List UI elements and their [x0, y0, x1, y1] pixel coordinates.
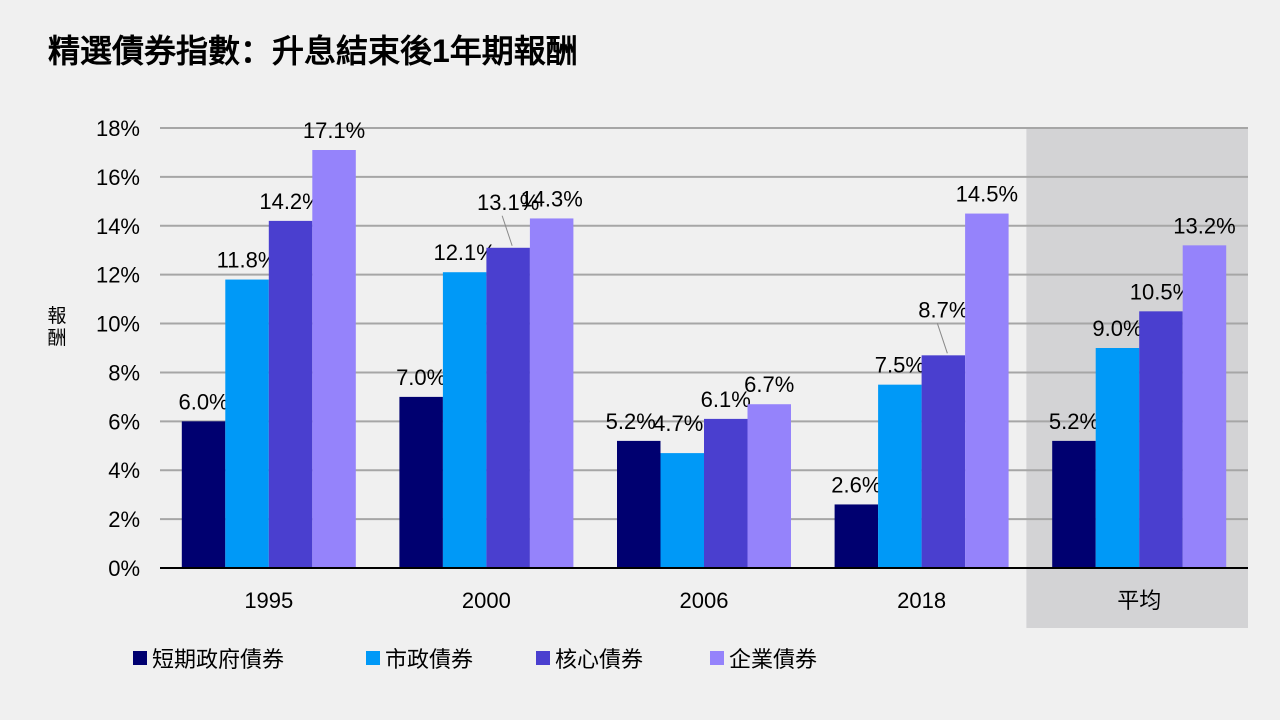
x-tick-label: 2006	[680, 588, 729, 613]
bar	[312, 150, 356, 568]
data-label: 14.5%	[956, 182, 1018, 207]
data-label: 8.7%	[918, 297, 968, 322]
bar	[878, 384, 922, 568]
y-axis-label: 報酬	[47, 306, 67, 349]
y-tick-label: 4%	[108, 458, 140, 483]
legend-swatch	[536, 651, 550, 665]
y-tick-label: 14%	[96, 214, 140, 239]
x-tick-label: 2000	[462, 588, 511, 613]
data-label: 14.2%	[259, 189, 321, 214]
bar	[921, 355, 966, 568]
leader-line	[501, 215, 513, 246]
legend-label: 短期政府債券	[152, 647, 285, 672]
bar	[1139, 311, 1183, 568]
data-label: 5.2%	[1049, 409, 1099, 434]
data-label: 4.7%	[653, 411, 703, 436]
x-tick-label: 1995	[244, 588, 293, 613]
legend-item: 短期政府債券	[133, 642, 284, 674]
bar	[486, 247, 530, 568]
legend-swatch	[133, 651, 147, 665]
data-label: 12.1%	[433, 240, 495, 265]
data-label: 17.1%	[303, 118, 365, 143]
bar	[442, 272, 487, 568]
y-tick-label: 6%	[108, 409, 140, 434]
bar	[965, 213, 1009, 569]
data-label: 5.2%	[606, 409, 656, 434]
legend-item: 核心債券	[536, 642, 643, 674]
y-tick-label: 0%	[108, 556, 140, 581]
data-label: 7.0%	[396, 365, 446, 390]
bar	[834, 504, 879, 568]
leader-line	[936, 323, 948, 354]
data-label: 11.8%	[217, 248, 278, 273]
data-label: 9.0%	[1092, 316, 1142, 341]
data-label: 6.1%	[701, 387, 751, 412]
bar	[617, 440, 661, 568]
data-label: 6.0%	[178, 389, 228, 414]
data-label: 6.7%	[744, 372, 794, 397]
data-label: 14.3%	[520, 186, 582, 211]
y-tick-label: 18%	[96, 116, 140, 141]
legend-label: 核心債券	[555, 647, 644, 672]
bar	[181, 421, 226, 568]
legend-item: 市政債券	[366, 642, 473, 674]
x-tick-label: 2018	[897, 588, 946, 613]
y-tick-label: 8%	[108, 360, 140, 385]
bar	[704, 418, 748, 568]
data-label: 13.1%	[477, 190, 539, 215]
y-tick-label: 2%	[108, 507, 140, 532]
y-tick-label: 10%	[96, 312, 140, 337]
data-label: 13.2%	[1173, 213, 1235, 238]
bar	[1182, 245, 1227, 569]
legend-label: 市政債券	[385, 647, 474, 672]
chart-title: 精選債券指數：升息結束後1年期報酬	[48, 33, 578, 69]
data-label: 7.5%	[875, 353, 925, 378]
bar	[747, 404, 791, 568]
bar	[1052, 440, 1096, 568]
bar	[268, 220, 313, 568]
bar	[529, 218, 574, 568]
legend-item: 企業債券	[710, 642, 817, 674]
y-tick-label: 16%	[96, 165, 140, 190]
y-tick-label: 12%	[96, 263, 140, 288]
x-tick-label: 平均	[1117, 588, 1161, 613]
bar	[660, 453, 704, 568]
bar	[1095, 348, 1140, 568]
data-label: 10.5%	[1130, 279, 1192, 304]
data-label: 2.6%	[831, 472, 881, 497]
bar	[399, 396, 443, 568]
legend-label: 企業債券	[729, 647, 818, 672]
legend-swatch	[366, 651, 380, 665]
legend-swatch	[710, 651, 724, 665]
bar	[225, 279, 269, 568]
